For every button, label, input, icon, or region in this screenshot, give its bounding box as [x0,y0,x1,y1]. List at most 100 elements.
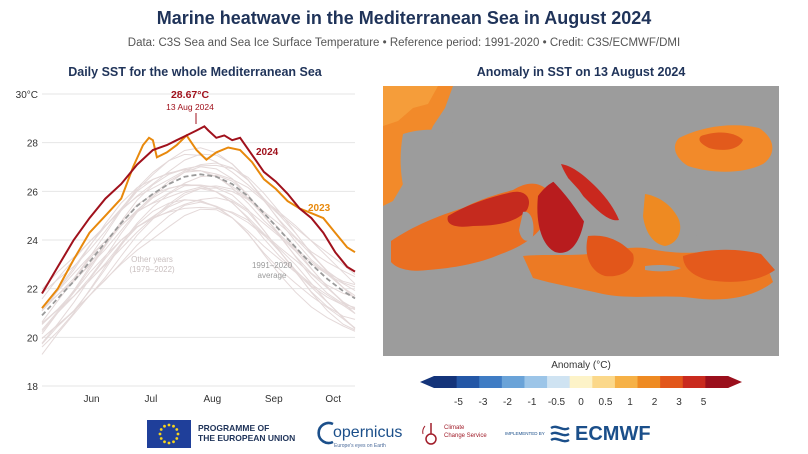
balearic-hot [447,191,530,227]
c3s-line-2: Change Service [444,433,487,439]
balkans [602,154,681,198]
other-year-line [41,201,356,345]
eu-line-1: PROGRAMME OF [198,423,270,433]
colorbar-ticks: -5 -3 -2 -1 -0.5 0 0.5 1 2 3 5 [454,397,707,408]
north-africa [383,274,779,356]
colorbar-tick-label: 0 [578,397,584,408]
colorbar-swatches [420,376,742,388]
colorbar-swatch [682,376,706,388]
crete [645,264,681,272]
other-years-lines [41,147,356,355]
adriatic [561,164,619,221]
eu-star [176,432,180,436]
other-years-label: Other years [131,255,173,264]
bay-of-biscay [383,86,438,126]
eu-star [159,437,163,440]
aegean [643,194,681,246]
colorbar-swatch [501,376,525,388]
colorbar-swatch [592,376,616,388]
eu-star [167,423,171,427]
sea-anomaly-area [383,86,775,300]
colorbar-tick-label: 0.5 [599,397,613,408]
series-label-2023: 2023 [308,203,331,214]
y-tick-label: 26 [27,187,39,198]
italy [533,146,603,234]
colorbar-swatch [614,376,639,388]
x-tick-label: Jun [83,394,99,405]
eu-star [158,432,162,436]
colorbar-swatch [705,376,729,388]
eu-star [167,441,171,445]
colorbar-right-arrow [728,376,742,388]
other-year-line [41,199,356,339]
land-masses [383,129,779,356]
colorbar-swatch [637,376,661,388]
peak-date-label: 13 Aug 2024 [166,102,214,112]
other-year-line [41,183,356,324]
x-tick-label: Jul [145,394,158,405]
anatolia [683,179,779,239]
series-line-1991-2020-average [41,173,356,317]
ecmwf-wordmark: ECMWF [575,423,651,445]
y-tick-label: 22 [27,285,39,296]
levantine [683,249,775,282]
y-tick-label: 18 [27,382,39,393]
sst-anomaly-map [383,86,779,356]
c3s-thermometer-icon [422,423,437,445]
y-tick-label: 30°C [16,90,38,101]
series-label-2024: 2024 [256,147,279,158]
average-sub-label: average [258,271,287,280]
colorbar-swatch [547,376,571,388]
y-tick-label: 24 [27,236,39,247]
y-axis-ticks: 30°C 28 26 24 22 20 18 [16,90,39,393]
iberia [400,129,480,214]
colorbar-title: Anomaly (°C) [551,360,611,371]
colorbar-left-arrow [420,376,434,388]
y-tick-label: 20 [27,333,39,344]
c3s-text: Climate Change Service [444,424,487,440]
copernicus-logo-icon [317,421,334,445]
other-year-line [41,153,356,300]
colorbar-tick-label: -3 [479,397,488,408]
other-year-line [41,153,356,294]
page-title: Marine heatwave in the Mediterranean Sea… [156,8,652,28]
other-year-line [41,199,356,339]
copernicus-wordmark: opernicus [333,424,403,441]
x-tick-label: Sep [265,394,283,405]
anomaly-colorbar: -5 -3 -2 -1 -0.5 0 0.5 1 2 3 5 [420,376,742,408]
colorbar-swatch [660,376,684,388]
other-years-range: (1979–2022) [129,265,175,274]
page-subtitle: Data: C3S Sea and Sea Ice Surface Temper… [127,37,681,49]
black-sea-hot [699,132,743,150]
chart-grid [42,93,355,387]
series-line-2024 [41,125,356,295]
colorbar-swatch [434,376,458,388]
sst-line-chart: 30°C 28 26 24 22 20 18 Jun Jul Aug Sep Oct 28.67°C… [16,89,356,405]
eu-star [175,437,179,440]
chart-annotations: 28.67°C 13 Aug 2024 2024 2023 Other year… [129,89,330,280]
other-year-line [41,164,356,308]
eu-programme-text: PROGRAMME OF THE EUROPEAN UNION [198,423,295,443]
colorbar-swatch [479,376,503,388]
average-label: 1991–2020 [252,261,293,270]
eu-star [159,428,163,431]
colorbar-tick-label: -2 [503,397,512,408]
eu-star [172,424,175,428]
colorbar-swatch [524,376,548,388]
peak-value-label: 28.67°C [171,89,209,101]
colorbar-tick-label: -0.5 [548,397,566,408]
colorbar-tick-label: 3 [676,397,682,408]
eu-line-2: THE EUROPEAN UNION [198,433,296,443]
ionian [586,235,634,277]
copernicus-tagline: Europe's eyes on Earth [334,443,386,449]
right-map-title: Anomaly in SST on 13 August 2024 [476,65,686,79]
colorbar-tick-label: -1 [528,397,537,408]
colorbar-tick-label: 1 [627,397,633,408]
colorbar-swatch [456,376,480,388]
eu-flag-icon [147,420,191,448]
eu-star [163,424,166,428]
other-year-line [41,162,356,310]
other-year-line [41,206,356,348]
other-year-line [41,166,356,312]
colorbar-tick-label: 5 [701,397,707,408]
